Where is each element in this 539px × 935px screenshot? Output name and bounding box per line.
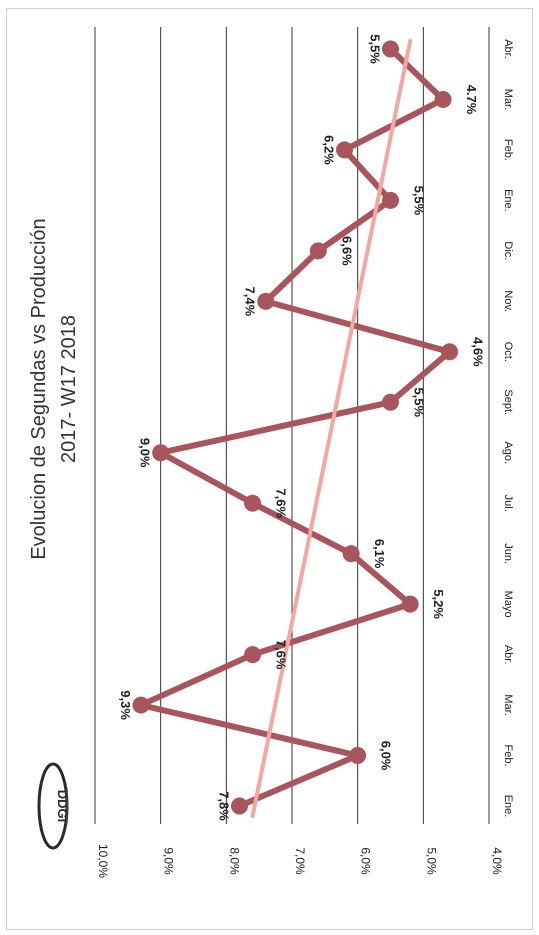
- trend-line-segment: [250, 39, 413, 818]
- gridlines: [94, 27, 490, 824]
- x-category-label: Ene.: [502, 795, 514, 818]
- x-axis-categories: Ene. Feb. Mar. Abr. Mayo Jun. Jul. Ago. Sept. Oct…: [502, 39, 514, 817]
- data-point: [382, 393, 399, 411]
- data-point: [152, 444, 170, 462]
- data-label: 5,5%: [412, 387, 427, 417]
- company-logo: DDGI International Medical: [37, 762, 70, 850]
- x-category-label: Feb.: [502, 139, 514, 161]
- data-points: [132, 40, 459, 815]
- data-point: [342, 545, 360, 563]
- chart-subtitle: 2017- W17 2018: [58, 315, 80, 463]
- data-point: [382, 191, 399, 209]
- x-category-label: Abr.: [502, 39, 514, 59]
- x-category-label: Jun.: [502, 543, 514, 564]
- data-label: 6,2%: [322, 135, 337, 165]
- y-tick-label: 8,0%: [227, 847, 241, 875]
- data-point: [441, 343, 459, 361]
- data-label: 7,6%: [274, 488, 289, 518]
- logo-subtext: International Medical: [65, 788, 70, 825]
- data-point: [382, 40, 399, 58]
- x-category-label: Dic.: [502, 241, 514, 260]
- data-point: [132, 696, 150, 714]
- data-point: [244, 646, 262, 664]
- data-point: [309, 242, 327, 260]
- data-label: 6,0%: [379, 741, 394, 771]
- x-category-label: Nov.: [502, 290, 514, 312]
- data-point: [257, 292, 275, 310]
- y-axis-ticks: 10,0% 9,0% 8,0% 7,0% 6,0% 5,0% 4,0%: [96, 844, 504, 878]
- x-category-label: Mar.: [502, 89, 514, 110]
- line-chart: 10,0% 9,0% 8,0% 7,0% 6,0% 5,0% 4,0% Ene. Feb. Ma…: [28, 27, 514, 878]
- data-label: 6,6%: [339, 236, 354, 266]
- trend-line: [250, 39, 413, 818]
- x-category-label: Mayo: [502, 591, 514, 618]
- x-category-label: Ene.: [502, 189, 514, 212]
- chart-titles: Evolucion de Segundas vs Producción 2017…: [28, 218, 80, 559]
- data-label: 6,1%: [372, 539, 387, 569]
- logo-text: DDGI: [55, 790, 70, 823]
- data-point: [244, 494, 262, 512]
- data-point: [349, 747, 367, 765]
- x-category-label: Oct.: [502, 342, 514, 362]
- data-point: [336, 141, 354, 159]
- y-tick-label: 7,0%: [293, 847, 307, 875]
- data-point: [434, 90, 452, 108]
- x-category-label: Feb.: [502, 745, 514, 767]
- data-point: [401, 595, 419, 613]
- data-label: 9,0%: [138, 438, 153, 468]
- data-labels: 7,8% 6,0% 9,3% 7,6% 5,2% 6,1% 7,6% 9,0% 5,5% 4,6%…: [118, 34, 486, 821]
- data-label: 5,5%: [412, 186, 427, 216]
- x-category-label: Mar.: [502, 694, 514, 715]
- data-label: 5,2%: [431, 589, 446, 619]
- data-label: 7,8%: [216, 791, 231, 821]
- chart-frame: 10,0% 9,0% 8,0% 7,0% 6,0% 5,0% 4,0% Ene. Feb. Ma…: [6, 8, 533, 930]
- data-point: [230, 797, 248, 815]
- data-label: 4,6%: [471, 337, 486, 367]
- series-line: [137, 46, 453, 809]
- y-tick-label: 9,0%: [162, 847, 176, 875]
- series-polyline: [137, 46, 453, 809]
- x-category-label: Ago.: [502, 441, 514, 464]
- data-label: 9,3%: [118, 690, 133, 720]
- data-label: 7,6%: [274, 640, 289, 670]
- x-category-label: Abr.: [502, 645, 514, 665]
- y-tick-label: 10,0%: [96, 844, 110, 878]
- x-category-label: Sept.: [502, 389, 514, 415]
- data-label: 7,4%: [243, 287, 258, 317]
- logo-ring: [37, 762, 69, 850]
- data-label: 5,5%: [368, 34, 383, 64]
- data-label: 4.7%: [464, 85, 479, 115]
- y-tick-label: 6,0%: [359, 847, 373, 875]
- y-tick-label: 4,0%: [490, 847, 504, 875]
- x-category-label: Jul.: [502, 495, 514, 512]
- y-tick-label: 5,0%: [424, 847, 438, 875]
- chart-title: Evolucion de Segundas vs Producción: [28, 218, 50, 559]
